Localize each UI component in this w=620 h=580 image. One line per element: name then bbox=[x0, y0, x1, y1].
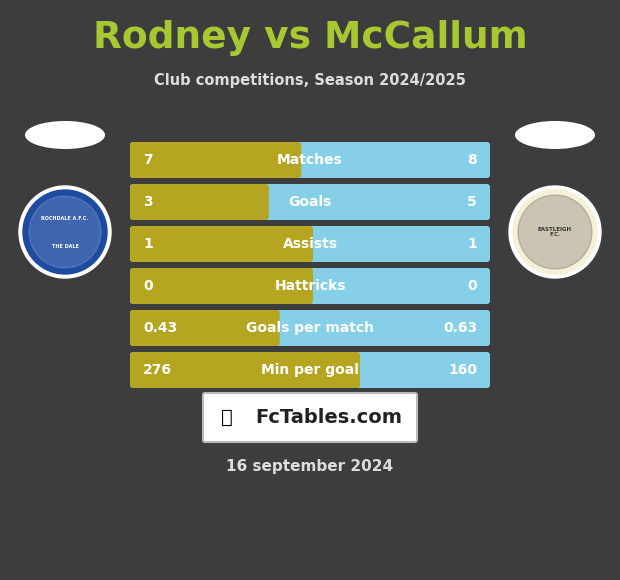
Text: 160: 160 bbox=[448, 363, 477, 377]
FancyBboxPatch shape bbox=[130, 142, 490, 178]
Text: 0: 0 bbox=[143, 279, 153, 293]
Circle shape bbox=[518, 195, 592, 269]
FancyBboxPatch shape bbox=[203, 393, 417, 442]
Text: 276: 276 bbox=[143, 363, 172, 377]
Text: 0: 0 bbox=[467, 279, 477, 293]
Text: 1: 1 bbox=[143, 237, 153, 251]
Text: 📊: 📊 bbox=[221, 408, 233, 427]
FancyBboxPatch shape bbox=[130, 184, 490, 220]
Circle shape bbox=[23, 190, 107, 274]
Text: 1: 1 bbox=[467, 237, 477, 251]
Text: Goals: Goals bbox=[288, 195, 332, 209]
FancyBboxPatch shape bbox=[130, 184, 268, 220]
FancyBboxPatch shape bbox=[130, 268, 490, 304]
FancyBboxPatch shape bbox=[130, 310, 280, 346]
Text: Club competitions, Season 2024/2025: Club competitions, Season 2024/2025 bbox=[154, 72, 466, 88]
Text: 0.43: 0.43 bbox=[143, 321, 177, 335]
Text: 5: 5 bbox=[467, 195, 477, 209]
FancyBboxPatch shape bbox=[130, 226, 313, 262]
Text: Matches: Matches bbox=[277, 153, 343, 167]
Text: 0.63: 0.63 bbox=[443, 321, 477, 335]
Text: 16 september 2024: 16 september 2024 bbox=[226, 459, 394, 474]
FancyBboxPatch shape bbox=[130, 268, 313, 304]
Circle shape bbox=[19, 186, 111, 278]
Text: Assists: Assists bbox=[283, 237, 337, 251]
Text: Goals per match: Goals per match bbox=[246, 321, 374, 335]
Text: ROCHDALE A.F.C.: ROCHDALE A.F.C. bbox=[42, 216, 89, 220]
FancyBboxPatch shape bbox=[130, 352, 490, 388]
Text: 3: 3 bbox=[143, 195, 153, 209]
FancyBboxPatch shape bbox=[130, 352, 360, 388]
Circle shape bbox=[29, 196, 101, 268]
FancyBboxPatch shape bbox=[130, 310, 490, 346]
Text: THE DALE: THE DALE bbox=[51, 244, 79, 248]
Circle shape bbox=[509, 186, 601, 278]
Text: EASTLEIGH
F.C.: EASTLEIGH F.C. bbox=[538, 227, 572, 237]
Text: FcTables.com: FcTables.com bbox=[255, 408, 402, 427]
FancyBboxPatch shape bbox=[130, 226, 490, 262]
Ellipse shape bbox=[25, 121, 105, 149]
Text: 7: 7 bbox=[143, 153, 153, 167]
FancyBboxPatch shape bbox=[130, 142, 301, 178]
Circle shape bbox=[513, 190, 597, 274]
Text: Rodney vs McCallum: Rodney vs McCallum bbox=[92, 20, 528, 56]
Text: Hattricks: Hattricks bbox=[274, 279, 346, 293]
Ellipse shape bbox=[515, 121, 595, 149]
Text: Min per goal: Min per goal bbox=[261, 363, 359, 377]
Text: 8: 8 bbox=[467, 153, 477, 167]
